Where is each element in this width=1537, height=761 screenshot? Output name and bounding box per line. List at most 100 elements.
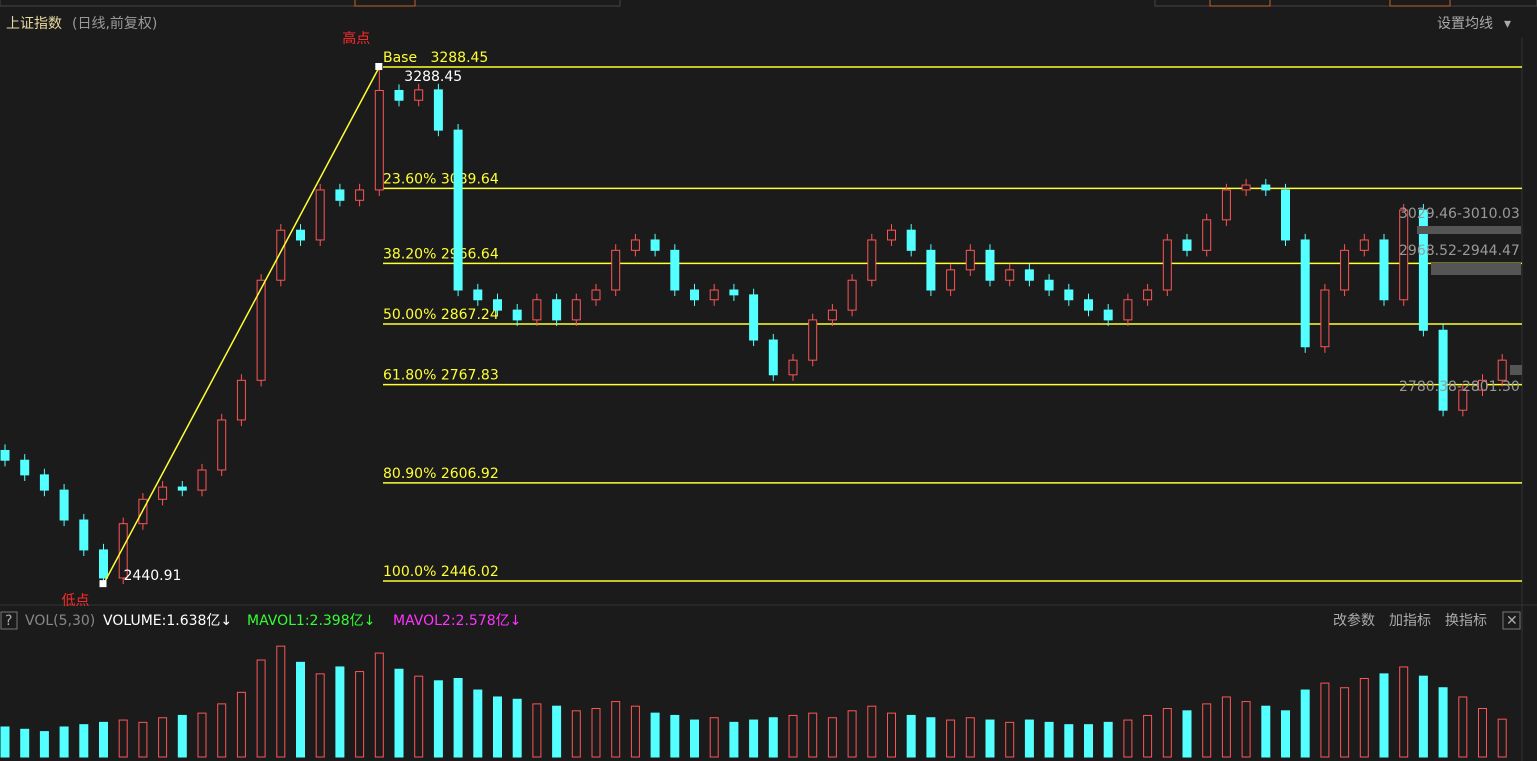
button[interactable]: 改参数: [1333, 612, 1375, 629]
candle-body: [177, 486, 187, 491]
fib-label: 50.00% 2867.24: [383, 307, 499, 323]
volume-bar: [611, 701, 621, 758]
close-box[interactable]: [1502, 611, 1521, 630]
candle-body: [709, 289, 719, 301]
candle-body: [1123, 299, 1133, 321]
volume-bar: [1202, 703, 1212, 758]
close-icon[interactable]: ✕: [1506, 613, 1518, 629]
fib-label: 23.60% 3089.64: [383, 171, 499, 187]
volume-bar: [1399, 666, 1409, 758]
candle-body: [591, 289, 601, 301]
volume-bar: [926, 717, 936, 758]
volume-bar: [1320, 682, 1330, 758]
volume-bar: [236, 691, 246, 758]
volume-bar: [138, 721, 148, 758]
candle-body: [690, 289, 699, 301]
fib-label: 80.90% 2606.92: [383, 466, 499, 482]
candle-body: [650, 239, 660, 251]
candle-body: [906, 229, 916, 251]
volume-bar: [946, 719, 956, 758]
volume-bar: [394, 668, 404, 758]
volume-bar: [1359, 677, 1369, 758]
candle-body: [532, 299, 542, 321]
volume-bar: [158, 717, 168, 758]
volume-bar: [1478, 708, 1487, 758]
candle-body: [1143, 289, 1153, 301]
volume-bar: [1497, 718, 1507, 758]
candle-body: [1497, 359, 1507, 381]
volume-bar: [118, 719, 128, 758]
candle-body: [1064, 289, 1074, 301]
volume-bar: [690, 719, 699, 758]
candle-body: [1320, 289, 1330, 348]
fib-label: 61.80% 2767.83: [383, 368, 499, 384]
candle-body: [1084, 299, 1093, 311]
candle-body: [118, 523, 128, 579]
symbol: 上证指数: [6, 16, 62, 32]
volume-bar: [1005, 721, 1015, 758]
candle-body: [1300, 239, 1310, 348]
volume-bar: [709, 717, 719, 758]
settings-button[interactable]: 设置均线: [1437, 16, 1493, 32]
volume-label: VOLUME:1.638亿↓: [103, 613, 232, 629]
volume-bar: [315, 673, 325, 758]
candle-body: [493, 299, 502, 311]
candle-body: [1261, 184, 1271, 191]
top-tabs: [0, 0, 1537, 7]
candle-body: [552, 299, 562, 321]
volume-bar: [965, 717, 975, 758]
button[interactable]: 换指标: [1445, 612, 1487, 629]
volume-bar: [532, 703, 542, 758]
volume-bar: [79, 724, 89, 758]
candle-body: [887, 229, 896, 241]
volume-bar: [276, 645, 286, 758]
candle-body: [158, 486, 168, 500]
volume-bar: [808, 712, 818, 758]
volume-bar: [1123, 719, 1133, 758]
candle-body: [1399, 209, 1409, 301]
candle-body: [1458, 389, 1468, 411]
volume-bar: [1458, 696, 1468, 758]
candle-body: [433, 89, 443, 131]
volume-bar: [552, 705, 562, 758]
candle-body: [1340, 249, 1350, 291]
mode: (日线,前复权): [72, 15, 157, 32]
trend-line: [102, 66, 380, 585]
vol-name: VOL(5,30): [25, 613, 95, 629]
gap-label: 2968.52-2944.47: [1399, 243, 1520, 259]
candle-body: [1044, 279, 1054, 291]
fib-base-label: Base 3288.45: [383, 50, 488, 66]
gap-label: 3029.46-3010.03: [1399, 206, 1520, 222]
candle-body: [315, 189, 325, 241]
candle-body: [1438, 329, 1448, 411]
fib-label: 38.20% 2966.64: [383, 246, 499, 262]
volume-bar: [453, 677, 463, 758]
button[interactable]: 加指标: [1389, 613, 1431, 629]
volume-bar: [335, 666, 345, 758]
candle-body: [1005, 269, 1015, 281]
volume-bar: [867, 705, 877, 758]
volume-bar: [1300, 689, 1310, 758]
volume-bar: [1182, 710, 1192, 758]
volume-bar: [1418, 675, 1428, 758]
candle-body: [749, 294, 759, 341]
volume-bar: [39, 731, 49, 758]
gap-box: [1510, 365, 1522, 375]
volume-bar: [768, 717, 778, 758]
volume-bar: [1084, 724, 1093, 758]
help-box[interactable]: [0, 611, 18, 630]
volume-bar: [1221, 696, 1231, 758]
gap-box: [1431, 263, 1521, 275]
volume-bar: [650, 712, 660, 758]
volume-bar: [217, 703, 227, 758]
candle-body: [1024, 269, 1034, 281]
candle-body: [571, 299, 581, 321]
candle-body: [867, 239, 877, 281]
volume-bar: [256, 659, 266, 758]
volume-bar: [1024, 719, 1034, 758]
candle-body: [1241, 184, 1251, 191]
volume-bar: [1064, 724, 1074, 758]
help[interactable]: ?: [5, 613, 12, 629]
